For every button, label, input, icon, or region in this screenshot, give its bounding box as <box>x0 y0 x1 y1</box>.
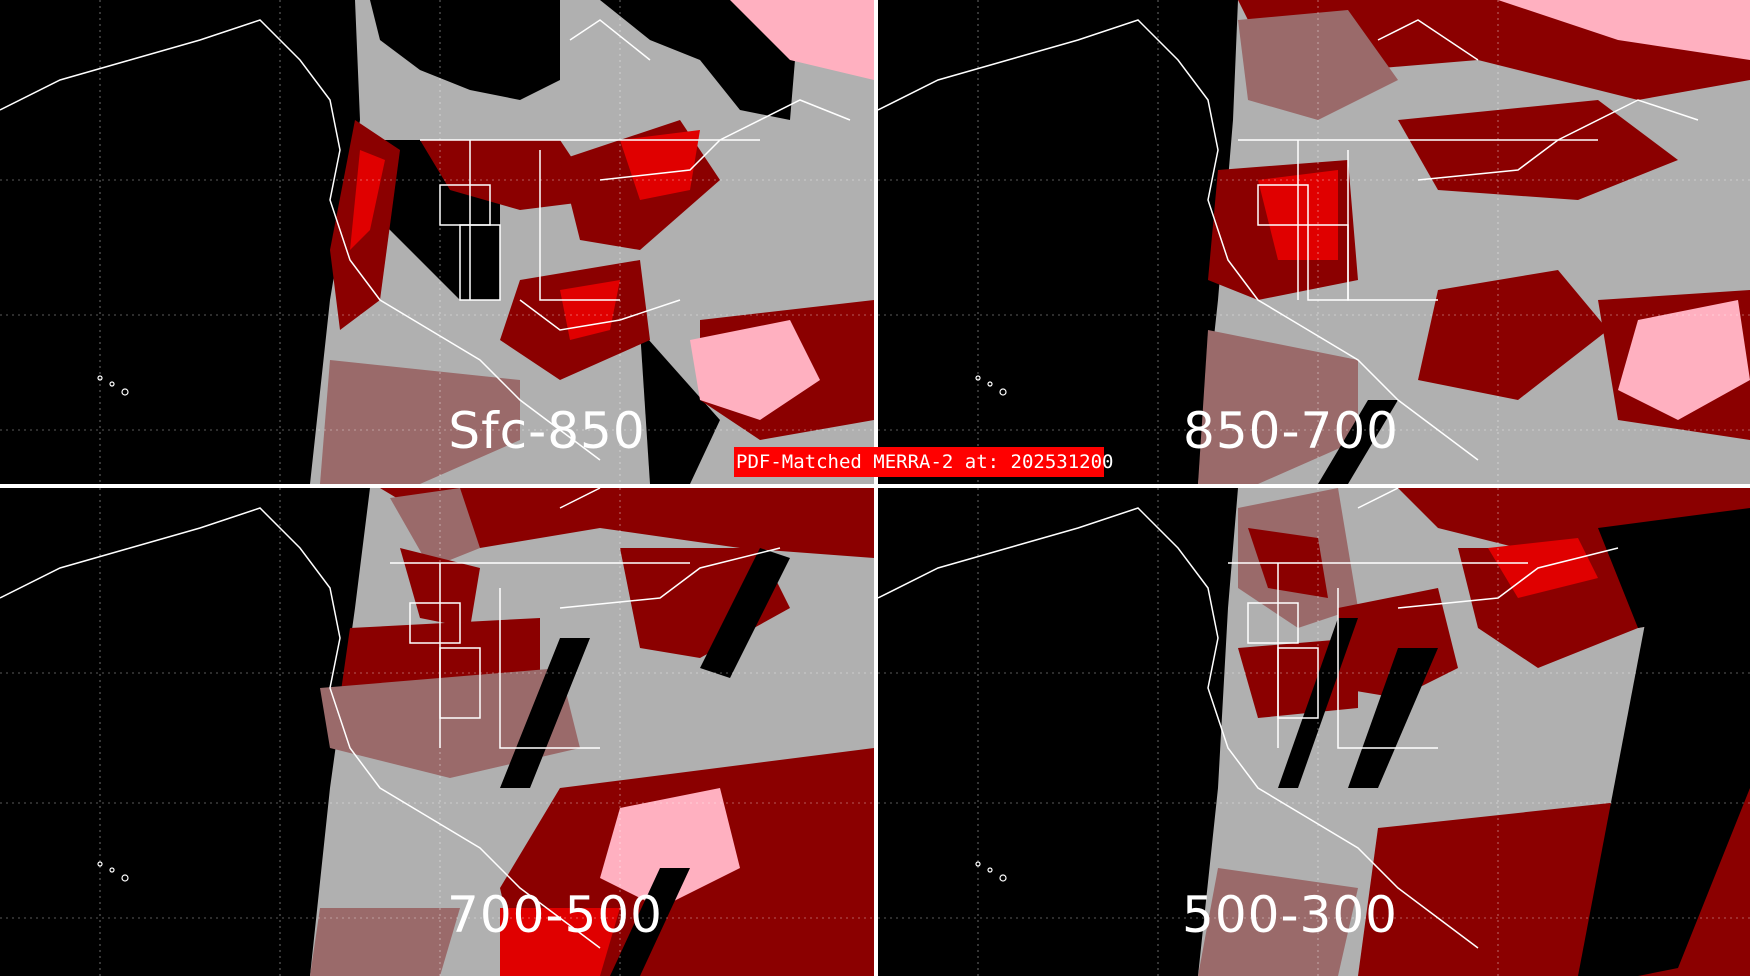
nodata-region <box>1348 648 1438 788</box>
graticule <box>0 0 874 484</box>
panel-label: 500-300 <box>1182 886 1398 944</box>
boundary-lines <box>878 488 1619 949</box>
feature-pink <box>1498 0 1750 60</box>
hawaii-islands <box>97 375 129 396</box>
feature-mauve <box>320 360 520 484</box>
feature-red <box>1488 538 1598 598</box>
nodata-region <box>610 868 690 976</box>
feature-dark-red <box>1418 270 1608 400</box>
boundary-lines <box>0 488 781 949</box>
feature-pink <box>690 320 820 420</box>
feature-mauve <box>310 908 460 976</box>
nodata-region <box>370 0 560 100</box>
feature-red <box>500 908 620 976</box>
boundary-lines <box>878 19 1699 461</box>
panel-label: 700-500 <box>447 886 663 944</box>
map-850-700 <box>878 0 1750 484</box>
nodata-region <box>500 638 590 788</box>
panel-sfc-850: Sfc-850 <box>0 0 874 484</box>
feature-pink <box>1618 300 1750 420</box>
nodata-region <box>700 548 790 678</box>
feature-red <box>560 280 620 340</box>
hawaii-islands <box>97 861 129 882</box>
panel-divider-horizontal <box>0 484 1750 488</box>
feature-pink <box>600 788 740 908</box>
feature-red <box>350 150 385 250</box>
graticule <box>878 0 1750 484</box>
feature-red <box>620 130 700 200</box>
map-sfc-850 <box>0 0 874 484</box>
panel-700-500: 700-500 <box>0 488 874 976</box>
feature-dark-red <box>420 140 600 210</box>
map-500-300 <box>878 488 1750 976</box>
panel-label: Sfc-850 <box>448 402 646 460</box>
graticule <box>878 488 1750 976</box>
panel-850-700: 850-700 <box>878 0 1750 484</box>
feature-mauve <box>390 488 480 568</box>
panel-label: 850-700 <box>1183 402 1399 460</box>
hawaii-islands <box>975 375 1007 396</box>
nodata-region <box>1578 588 1750 976</box>
panel-500-300: 500-300 <box>878 488 1750 976</box>
hawaii-islands <box>975 861 1007 882</box>
nodata-region <box>640 330 720 484</box>
nodata-region <box>1318 400 1398 484</box>
map-700-500 <box>0 488 874 976</box>
panel-divider-vertical <box>874 0 878 976</box>
feature-dark-red <box>380 488 874 558</box>
feature-pink <box>730 0 874 80</box>
graticule <box>0 488 874 976</box>
feature-mauve <box>1238 10 1398 120</box>
feature-mauve <box>1198 868 1358 976</box>
title-banner: PDF-Matched MERRA-2 at: 202531200 <box>734 447 1114 477</box>
nodata-region <box>600 0 800 120</box>
